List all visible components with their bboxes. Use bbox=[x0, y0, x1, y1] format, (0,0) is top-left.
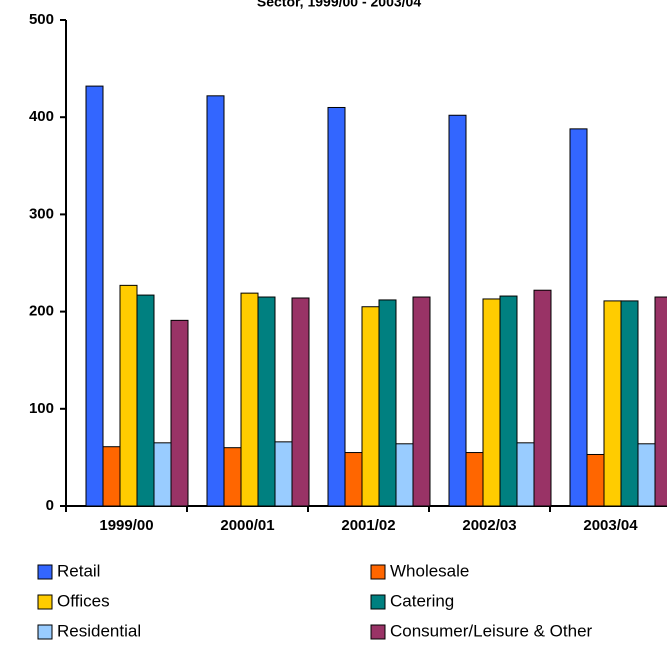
bar-consumer-leisure-other-2001-02 bbox=[412, 296, 431, 507]
bar-residential-1999-00 bbox=[153, 442, 172, 507]
bar-wholesale-2000-01 bbox=[223, 447, 242, 507]
y-tick-label: 0 bbox=[46, 497, 54, 514]
bar-residential-2002-03 bbox=[516, 442, 535, 507]
bar-consumer-leisure-other-1999-00 bbox=[170, 319, 189, 507]
bar-retail-2003-04 bbox=[569, 128, 588, 507]
bar-offices-2000-01 bbox=[240, 292, 259, 507]
x-tick-label: 2003/04 bbox=[583, 517, 638, 534]
y-tick-label: 200 bbox=[29, 303, 54, 320]
legend-label-wholesale: Wholesale bbox=[390, 561, 469, 580]
bar-retail-2001-02 bbox=[327, 106, 346, 507]
x-tick-label: 2000/01 bbox=[220, 517, 274, 534]
x-tick-label: 1999/00 bbox=[99, 517, 153, 534]
bar-consumer-leisure-other-2000-01 bbox=[291, 297, 310, 507]
bars bbox=[85, 85, 667, 507]
bar-catering-2001-02 bbox=[378, 299, 397, 507]
bar-wholesale-2002-03 bbox=[465, 452, 484, 507]
bar-wholesale-2001-02 bbox=[344, 452, 363, 507]
y-tick-label: 400 bbox=[29, 108, 54, 125]
bar-offices-2001-02 bbox=[361, 306, 380, 507]
bar-catering-2000-01 bbox=[257, 296, 276, 507]
bar-offices-2002-03 bbox=[482, 298, 501, 507]
y-tick-label: 500 bbox=[29, 11, 54, 28]
bar-catering-1999-00 bbox=[136, 294, 155, 507]
legend-swatch-retail bbox=[37, 564, 53, 580]
bar-retail-1999-00 bbox=[85, 85, 104, 507]
y-tick-label: 100 bbox=[29, 400, 54, 417]
x-tick-label: 2001/02 bbox=[341, 517, 395, 534]
bar-retail-2002-03 bbox=[448, 114, 467, 507]
bar-catering-2002-03 bbox=[499, 295, 518, 507]
bar-wholesale-2003-04 bbox=[586, 453, 605, 507]
y-axis: 0 100 200 300 400 500 bbox=[29, 11, 67, 514]
legend-swatch-offices bbox=[37, 594, 53, 610]
bar-wholesale-1999-00 bbox=[102, 446, 121, 507]
bar-residential-2000-01 bbox=[274, 441, 293, 507]
bar-consumer-leisure-other-2002-03 bbox=[533, 289, 552, 507]
bar-offices-1999-00 bbox=[119, 284, 138, 507]
bar-residential-2001-02 bbox=[395, 443, 414, 507]
legend-swatch-wholesale bbox=[370, 564, 386, 580]
legend-label-offices: Offices bbox=[57, 591, 110, 610]
legend-label-retail: Retail bbox=[57, 561, 100, 580]
x-axis: 1999/00 2000/01 2001/02 2002/03 2003/04 bbox=[65, 505, 667, 534]
legend-label-consumer-leisure-other: Consumer/Leisure & Other bbox=[390, 621, 593, 640]
legend: Retail Wholesale Offices Catering Residentia… bbox=[37, 561, 593, 640]
legend-label-catering: Catering bbox=[390, 591, 454, 610]
y-tick-label: 300 bbox=[29, 205, 54, 222]
legend-swatch-residential bbox=[37, 624, 53, 640]
bar-residential-2003-04 bbox=[637, 443, 656, 507]
legend-swatch-consumer-leisure-other bbox=[370, 624, 386, 640]
bar-retail-2000-01 bbox=[206, 95, 225, 507]
bar-offices-2003-04 bbox=[603, 300, 622, 507]
bar-consumer-leisure-other-2003-04 bbox=[654, 296, 667, 507]
legend-label-residential: Residential bbox=[57, 621, 141, 640]
x-tick-label: 2002/03 bbox=[462, 517, 516, 534]
chart-title: Sector, 1999/00 - 2003/04 bbox=[257, 0, 421, 10]
legend-swatch-catering bbox=[370, 594, 386, 610]
bar-catering-2003-04 bbox=[620, 300, 639, 507]
